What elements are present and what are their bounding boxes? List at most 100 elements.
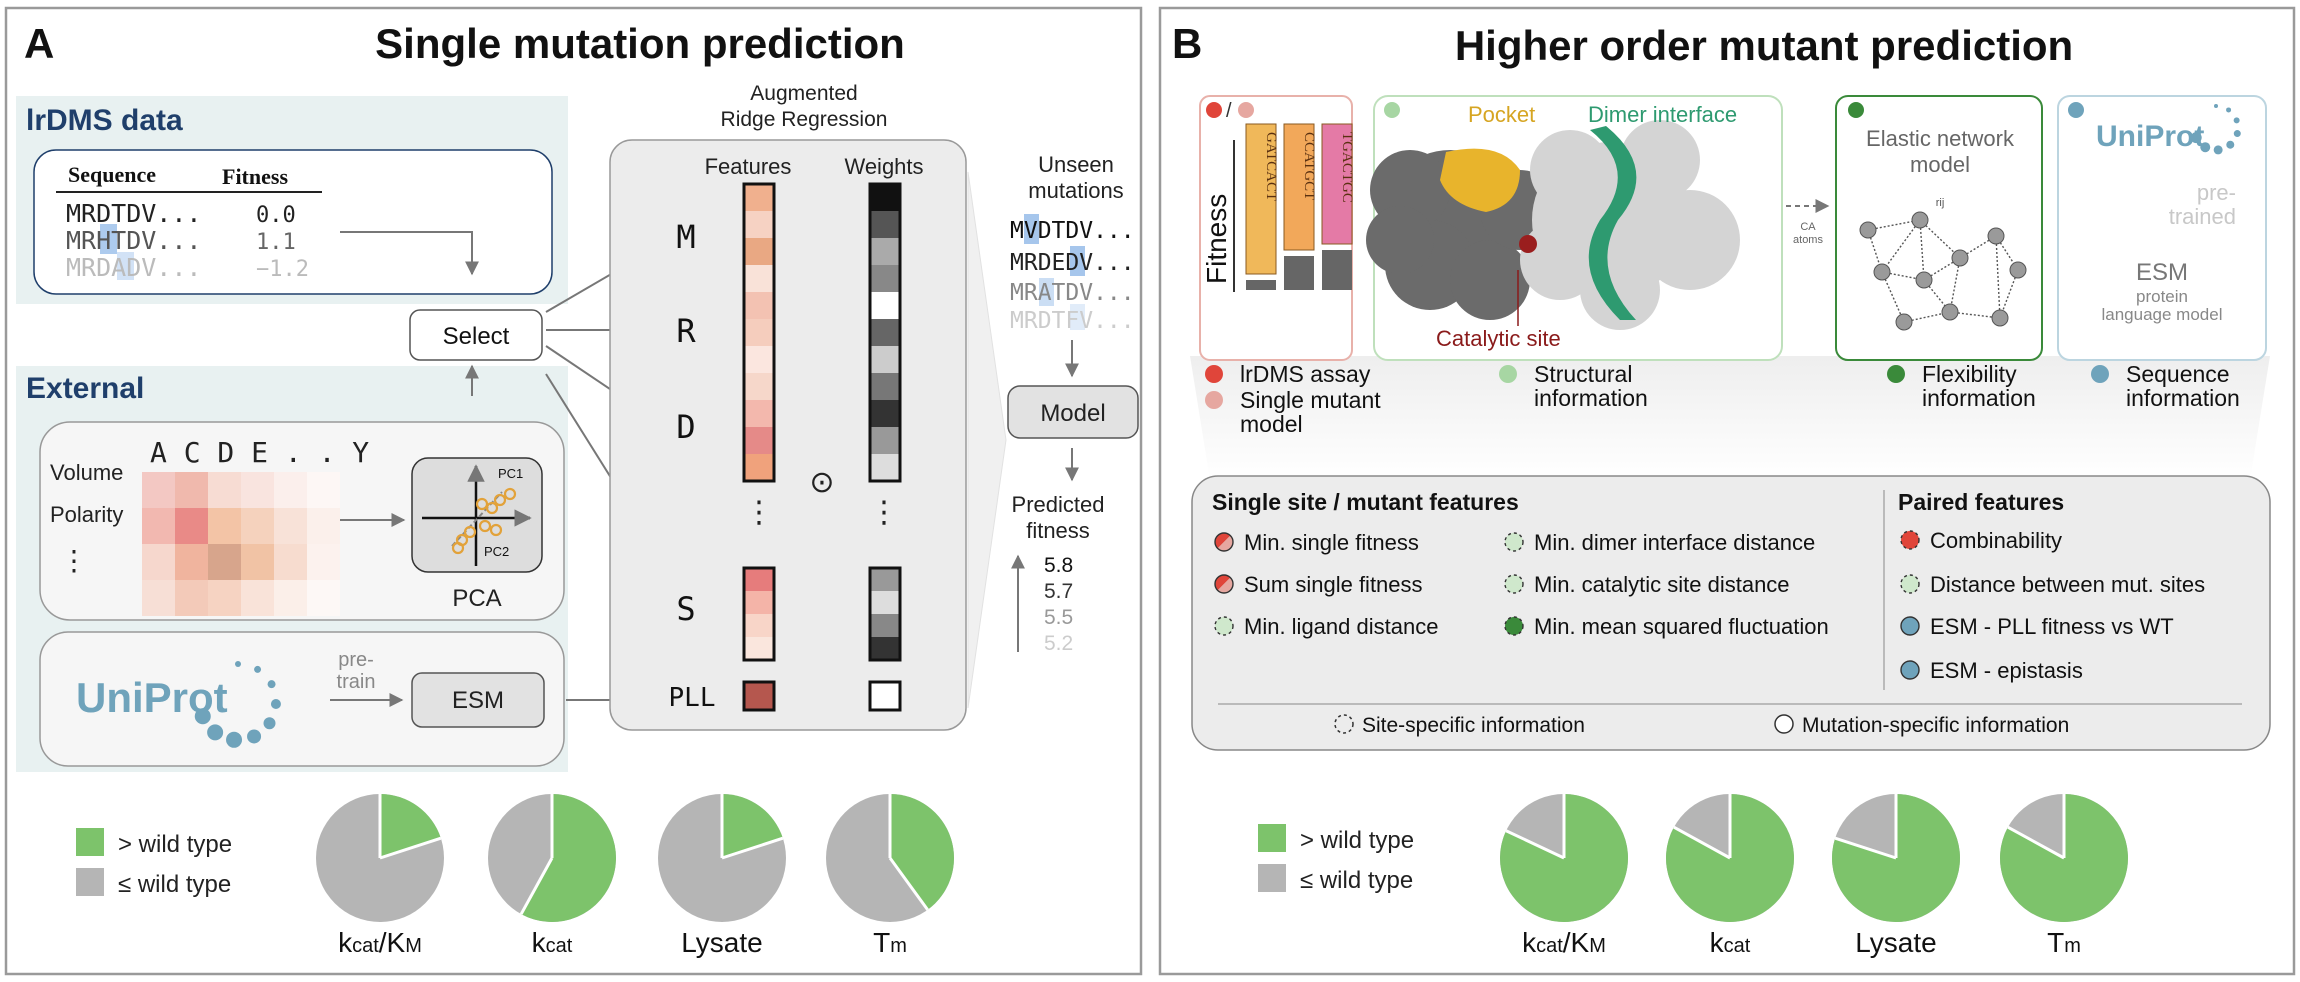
pocket-region bbox=[1440, 148, 1520, 212]
heat-cell bbox=[175, 508, 208, 544]
lrdms-row-3-seq: MRDADV... bbox=[66, 253, 201, 282]
dimer-interface-region bbox=[1588, 126, 1637, 320]
pie-sep bbox=[519, 857, 554, 915]
light-chain bbox=[1640, 190, 1740, 290]
feature-outline bbox=[742, 182, 776, 483]
weight-s-cell bbox=[870, 568, 900, 591]
feature-cell bbox=[744, 319, 774, 346]
feature-icon-outline bbox=[1900, 616, 1920, 636]
chevron-divider bbox=[967, 171, 1007, 709]
heat-cell bbox=[208, 544, 241, 580]
assay-seq-box bbox=[1283, 123, 1315, 251]
pie-sep bbox=[2007, 825, 2065, 860]
heat-cell bbox=[274, 544, 307, 580]
external-heading: External bbox=[26, 372, 144, 405]
weight-outline bbox=[868, 182, 902, 483]
light-chain bbox=[1520, 220, 1600, 300]
feature-icon-outline bbox=[1214, 616, 1234, 636]
paired-feature-label: ESM - epistasis bbox=[1930, 658, 2083, 683]
lrdms-row-1-seq: MRDTDV... bbox=[66, 199, 201, 228]
pie-b-label-1: kcat/KM bbox=[1522, 927, 1606, 958]
pretrain-line-1: pre- bbox=[338, 649, 374, 671]
feature-cell bbox=[744, 238, 774, 265]
regression-title-1: Augmented bbox=[750, 82, 857, 105]
heat-cell bbox=[241, 544, 274, 580]
enm-spring bbox=[1959, 235, 1997, 259]
enm-spring bbox=[1923, 279, 1951, 313]
pca-point bbox=[489, 523, 503, 537]
pie-a-label-2: kcat bbox=[532, 927, 573, 958]
weight-cell bbox=[870, 211, 900, 238]
feature-icon bbox=[1505, 533, 1523, 551]
heat-cell bbox=[142, 472, 175, 508]
unseen-hl-1 bbox=[1024, 214, 1039, 244]
esm-box-a bbox=[411, 672, 545, 728]
unseen-seq-1: MVDTDV... bbox=[1010, 218, 1135, 244]
row-r: R bbox=[676, 312, 696, 350]
weights-header: Weights bbox=[844, 154, 923, 179]
lrdms-row-3-fit: −1.2 bbox=[256, 257, 309, 282]
info-legend-line: Sequence bbox=[2126, 361, 2230, 387]
feature-icon-outline bbox=[1900, 530, 1920, 550]
assay-seq-label: CCATGCT bbox=[1301, 132, 1317, 200]
light-chain bbox=[1530, 130, 1610, 210]
enm-node bbox=[1911, 211, 1929, 229]
weight-cell bbox=[870, 184, 900, 211]
dark-chain bbox=[1450, 240, 1530, 320]
enm-spring bbox=[1923, 257, 1961, 281]
feature-column bbox=[742, 182, 776, 712]
row-s: S bbox=[676, 590, 695, 628]
feature-cell bbox=[744, 211, 774, 238]
enm-node bbox=[1873, 263, 1891, 281]
info-legend-dot bbox=[1499, 365, 1517, 383]
feature-icon bbox=[1505, 575, 1523, 593]
enm-dot bbox=[1848, 102, 1864, 118]
info-legend-line: information bbox=[1922, 385, 2036, 411]
legend-b-below-swatch bbox=[1258, 864, 1286, 892]
pie-a-label-1: kcat/KM bbox=[338, 927, 422, 958]
enm-spring bbox=[1867, 219, 1921, 231]
feature-icon-outline bbox=[1900, 660, 1920, 680]
features-box bbox=[1191, 475, 2271, 751]
mutation-specific-label: Mutation-specific information bbox=[1802, 714, 2069, 737]
info-legend-dot bbox=[1205, 365, 1223, 383]
row-pll: PLL bbox=[669, 683, 716, 713]
paired-feature-label: ESM - PLL fitness vs WT bbox=[1930, 614, 2174, 639]
row-m: M bbox=[676, 218, 695, 256]
weight-s-cell bbox=[870, 614, 900, 637]
feature-icon-half bbox=[1215, 575, 1231, 591]
assay-bar bbox=[1322, 250, 1352, 290]
assay-bar bbox=[1284, 256, 1314, 290]
heat-cell bbox=[208, 580, 241, 616]
panel-b-letter: B bbox=[1172, 20, 1202, 67]
legend-a-above: > wild type bbox=[118, 831, 232, 858]
weight-cell bbox=[870, 292, 900, 319]
uniprot-dot bbox=[2226, 107, 2232, 113]
model-box bbox=[1007, 385, 1139, 439]
pie-a-1-slash: /K bbox=[379, 927, 406, 958]
weights-vdots: ⋮ bbox=[869, 496, 899, 529]
col-sequence: Sequence bbox=[68, 162, 156, 187]
feature-cell bbox=[744, 400, 774, 427]
feature-s-cell bbox=[744, 614, 774, 637]
mutation-specific-icon bbox=[1774, 714, 1794, 734]
info-legend-dot bbox=[1887, 365, 1905, 383]
lrdms-row-1-fit: 0.0 bbox=[256, 203, 296, 228]
info-legend-line: Single mutant bbox=[1240, 387, 1381, 413]
lrdms-row-2-fit: 1.1 bbox=[256, 230, 296, 255]
assay-bars: GATCACT CCATGCT TGACTGC bbox=[1245, 123, 1355, 290]
pie-b-label-4: Tm bbox=[2047, 927, 2081, 958]
enm-spring bbox=[1949, 257, 1961, 313]
weight-cell bbox=[870, 238, 900, 265]
heat-cell bbox=[307, 580, 340, 616]
uniprot-dot bbox=[2226, 140, 2235, 149]
uniprot-dots-b bbox=[2190, 104, 2241, 155]
weight-cell bbox=[870, 319, 900, 346]
unseen-seq-4: MRDTFV... bbox=[1010, 308, 1135, 334]
unseen-hl-2 bbox=[1070, 246, 1085, 276]
pocket-label: Pocket bbox=[1468, 102, 1535, 127]
info-legend-dot bbox=[2091, 365, 2109, 383]
pie-b-1-sub1: cat bbox=[1536, 935, 1563, 957]
feature-icon bbox=[1901, 531, 1919, 549]
pretrained-label: pre-trained bbox=[2169, 180, 2236, 229]
